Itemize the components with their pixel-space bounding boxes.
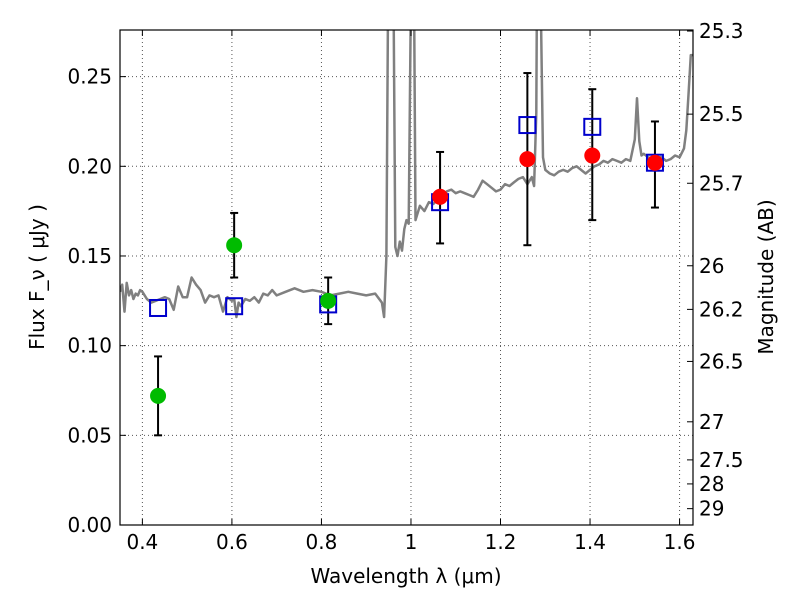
y-axis-ticks: 0.00 0.05 0.10 0.15 0.20 0.25 (67, 65, 126, 537)
x-tick-label: 1.4 (574, 530, 606, 554)
open-square-point (149, 298, 168, 317)
x-tick-label: 0.4 (126, 530, 158, 554)
model-spectrum-line (120, 30, 693, 319)
square-marker-layer (149, 116, 664, 317)
y-tick-label: 0.10 (67, 334, 112, 358)
y2-tick-label: 27.5 (699, 448, 744, 472)
y2-tick-label: 28 (699, 472, 724, 496)
open-square-point (583, 117, 602, 136)
x-axis-label: Wavelength λ (μm) (310, 564, 501, 588)
plot-frame (119, 29, 694, 526)
y2-tick-label: 25.3 (699, 19, 744, 43)
x-tick-label: 1.6 (664, 530, 696, 554)
x-tick-label: 0.8 (306, 530, 338, 554)
y2-tick-label: 25.5 (699, 102, 744, 126)
y2-tick-label: 29 (699, 497, 724, 521)
x-tick-label: 1.2 (485, 530, 517, 554)
grid-lines (120, 30, 693, 525)
errorbar-layer (154, 72, 659, 437)
y-tick-label: 0.20 (67, 154, 112, 178)
model-spectrum-layer (120, 30, 693, 319)
x-axis-ticks: 0.4 0.6 0.8 1 1.2 1.4 1.6 (126, 30, 695, 554)
green-data-point (226, 237, 243, 254)
y2-tick-label: 27 (699, 410, 724, 434)
green-data-point (320, 292, 337, 309)
red-data-point (584, 147, 601, 164)
y2-axis-label: Magnitude (AB) (754, 199, 778, 354)
x-tick-label: 1 (405, 530, 418, 554)
x-tick-label: 0.6 (216, 530, 248, 554)
red-data-point (519, 151, 536, 168)
y-tick-label: 0.25 (67, 65, 112, 89)
y-tick-label: 0.00 (67, 513, 112, 537)
y2-tick-label: 26.5 (699, 349, 744, 373)
open-square-point (518, 116, 537, 135)
red-data-point (432, 188, 449, 205)
red-data-point (646, 154, 663, 171)
green-data-point (150, 387, 167, 404)
y2-tick-label: 26.2 (699, 297, 744, 321)
circle-marker-layer (150, 147, 663, 404)
y-tick-label: 0.05 (67, 423, 112, 447)
open-square-point (225, 297, 244, 316)
y-axis-label: Flux F_ν ( μJy ) (25, 204, 49, 350)
y2-tick-label: 25.7 (699, 171, 744, 195)
y-tick-label: 0.15 (67, 244, 112, 268)
y2-tick-label: 26 (699, 254, 724, 278)
